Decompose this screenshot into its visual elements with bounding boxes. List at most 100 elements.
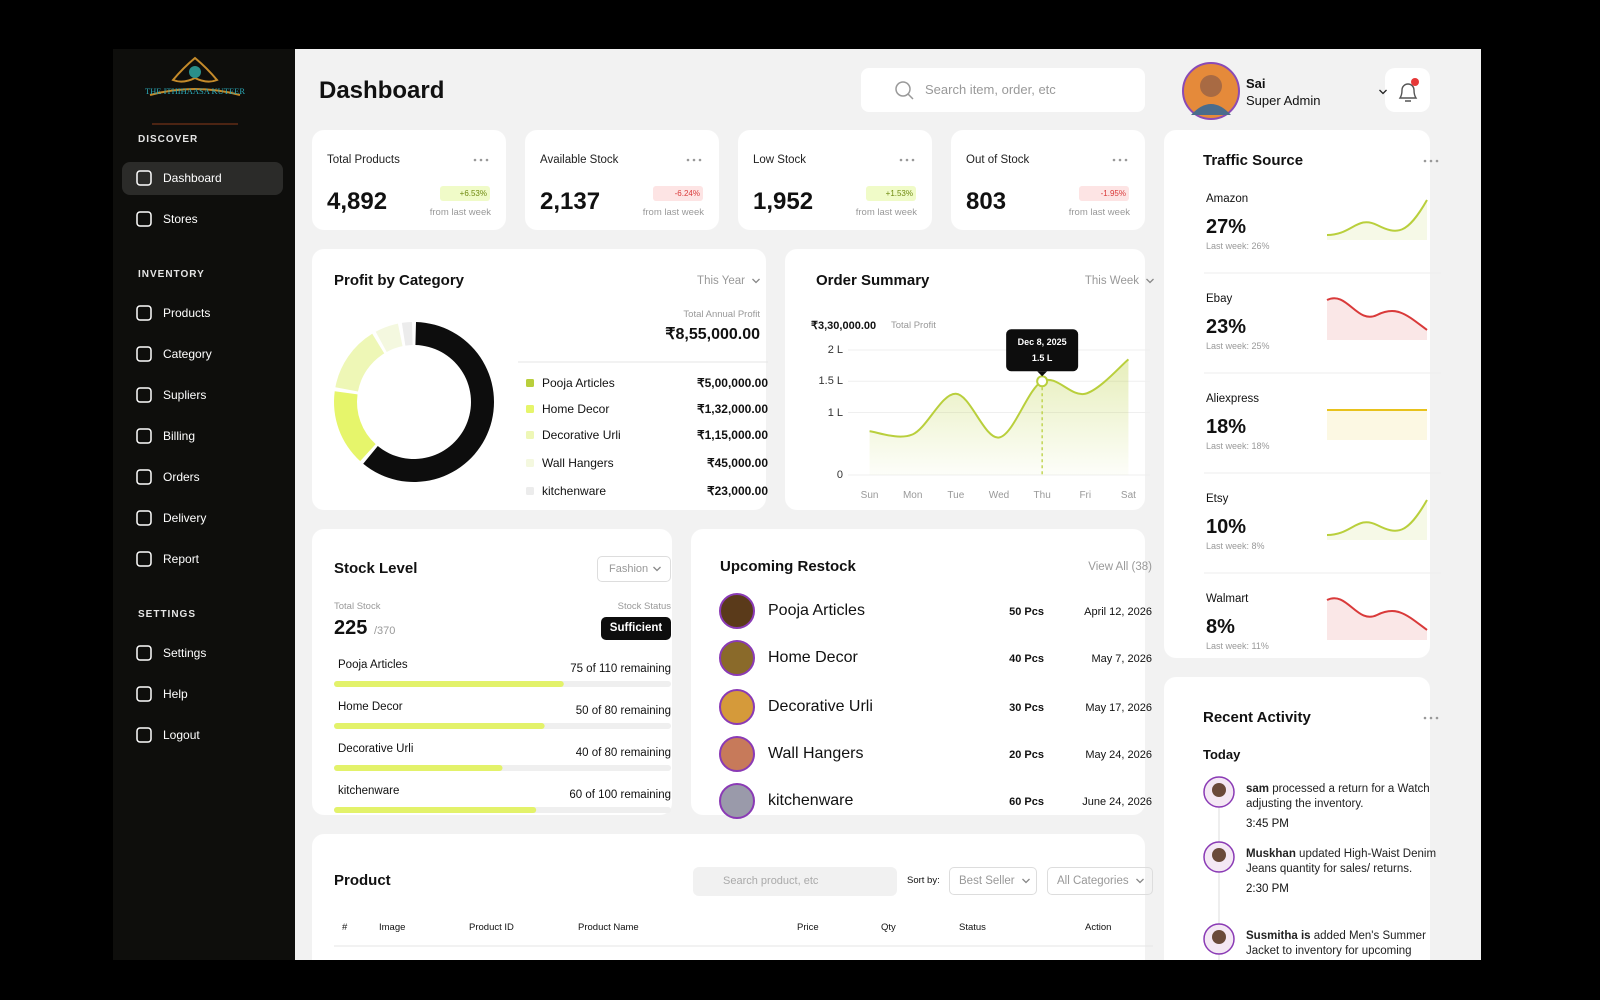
column-header[interactable]: Product ID xyxy=(469,922,514,933)
y-tick-label: 1.5 L xyxy=(818,375,843,388)
source-name: Etsy xyxy=(1206,493,1229,505)
total-label: Total Stock xyxy=(334,601,381,612)
product-card xyxy=(312,834,1145,960)
stock-item-name: kitchenware xyxy=(338,785,400,797)
nav-item[interactable]: Dashboard xyxy=(163,171,222,185)
restock-qty: 60 Pcs xyxy=(1009,796,1044,808)
source-name: Ebay xyxy=(1206,293,1233,305)
column-header[interactable]: Action xyxy=(1085,922,1112,933)
nav-item[interactable]: Billing xyxy=(163,429,196,443)
card-title: Recent Activity xyxy=(1203,709,1311,726)
avatar-body xyxy=(1191,104,1231,115)
column-header[interactable]: Price xyxy=(797,922,819,933)
activity-text: Susmitha is added Men's Summer Jacket to… xyxy=(1246,929,1446,960)
tooltip-title: Dec 8, 2025 xyxy=(1017,337,1067,348)
nav-item[interactable]: Logout xyxy=(163,728,200,742)
stat-value: 2,137 xyxy=(540,188,601,215)
notification-button[interactable] xyxy=(1385,68,1430,112)
sort-value[interactable]: Best Seller xyxy=(959,875,1015,887)
nav-item[interactable]: Category xyxy=(163,347,212,361)
status-value: Sufficient xyxy=(609,622,663,634)
avatar-face xyxy=(1200,75,1222,97)
source-share: 27% xyxy=(1206,216,1247,238)
activity-card xyxy=(1164,677,1430,960)
restock-name: Wall Hangers xyxy=(768,745,864,762)
activity-actor: Muskhan xyxy=(1246,848,1296,860)
stat-note: from last week xyxy=(429,207,491,218)
change-badge xyxy=(866,186,916,201)
tooltip-value: 1.5 L xyxy=(1031,353,1053,364)
stat-label: Out of Stock xyxy=(966,154,1030,166)
filter-value[interactable]: Fashion xyxy=(609,563,649,575)
filter-dropdown[interactable] xyxy=(597,556,671,582)
status-pill xyxy=(601,617,671,640)
nav-item[interactable]: Orders xyxy=(163,470,200,484)
source-last-week: Last week: 25% xyxy=(1206,341,1270,351)
total-label: Total Profit xyxy=(891,320,936,331)
nav-item[interactable]: Products xyxy=(163,306,211,320)
stock-item-label: 75 of 110 remaining xyxy=(570,663,671,675)
stat-note: from last week xyxy=(1068,207,1130,218)
x-tick-label: Sat xyxy=(1120,490,1136,501)
restock-qty: 50 Pcs xyxy=(1009,606,1044,618)
legend-label: Pooja Articles xyxy=(542,376,615,390)
stock-item-label: 60 of 100 remaining xyxy=(569,789,671,801)
y-tick-label: 1 L xyxy=(827,406,843,419)
stat-label: Total Products xyxy=(327,154,400,166)
brand-name: THE ITHIHAASA KUTEER xyxy=(144,86,246,96)
restock-date: April 12, 2026 xyxy=(1084,606,1152,618)
stat-change: -1.95% xyxy=(1100,189,1126,198)
source-share: 18% xyxy=(1206,416,1247,438)
more-dot xyxy=(1429,159,1433,163)
stock-item-name: Pooja Articles xyxy=(338,659,408,671)
stock-item-label: 50 of 80 remaining xyxy=(575,705,671,717)
column-header[interactable]: Qty xyxy=(881,922,896,933)
source-share: 8% xyxy=(1206,616,1235,638)
column-header[interactable]: Product Name xyxy=(578,922,639,933)
view-all-link[interactable]: View All (38) xyxy=(1088,561,1152,573)
total-value: ₹3,30,000.00 xyxy=(811,320,877,332)
more-dot xyxy=(1429,716,1433,720)
y-tick-label: 0 xyxy=(836,469,843,481)
column-header[interactable]: Status xyxy=(959,922,986,933)
stock-item-label: 40 of 80 remaining xyxy=(575,747,671,759)
source-name: Walmart xyxy=(1206,593,1249,605)
stat-change: -6.24% xyxy=(674,189,700,198)
restock-date: June 24, 2026 xyxy=(1082,796,1152,808)
legend-value: ₹23,000.00 xyxy=(706,484,768,498)
period-filter[interactable]: This Week xyxy=(1084,275,1139,287)
restock-name: Pooja Articles xyxy=(768,602,865,619)
legend-label: Wall Hangers xyxy=(542,456,614,470)
column-header[interactable]: Image xyxy=(379,922,406,933)
sort-dropdown[interactable] xyxy=(949,867,1037,895)
category-value[interactable]: All Categories xyxy=(1057,875,1129,887)
legend-value: ₹5,00,000.00 xyxy=(696,376,768,390)
activity-time: 3:45 PM xyxy=(1246,818,1289,830)
total-value: 225 xyxy=(334,617,368,639)
nav-item[interactable]: Settings xyxy=(163,646,207,660)
source-last-week: Last week: 11% xyxy=(1206,641,1269,651)
card-title: Stock Level xyxy=(334,560,418,577)
card-title: Upcoming Restock xyxy=(720,558,856,575)
nav-item[interactable]: Help xyxy=(163,687,188,701)
category-dropdown[interactable] xyxy=(1047,867,1153,895)
nav-item[interactable]: Supliers xyxy=(163,388,207,402)
restock-name: Decorative Urli xyxy=(768,698,873,715)
product-search[interactable] xyxy=(693,867,897,896)
change-badge xyxy=(440,186,490,201)
nav-item[interactable]: Report xyxy=(163,552,200,566)
restock-date: May 24, 2026 xyxy=(1085,749,1152,761)
stock-item-name: Home Decor xyxy=(338,701,403,713)
user-role: Super Admin xyxy=(1246,93,1321,108)
source-last-week: Last week: 26% xyxy=(1206,241,1270,251)
user-name: Sai xyxy=(1246,76,1266,91)
stat-label: Low Stock xyxy=(753,154,807,166)
nav-item[interactable]: Stores xyxy=(163,212,198,226)
restock-qty: 40 Pcs xyxy=(1009,653,1044,665)
nav-item[interactable]: Delivery xyxy=(163,511,207,525)
stat-value: 4,892 xyxy=(327,188,388,215)
x-tick-label: Wed xyxy=(988,490,1010,501)
x-tick-label: Sun xyxy=(860,490,879,501)
period-filter[interactable]: This Year xyxy=(697,275,745,287)
